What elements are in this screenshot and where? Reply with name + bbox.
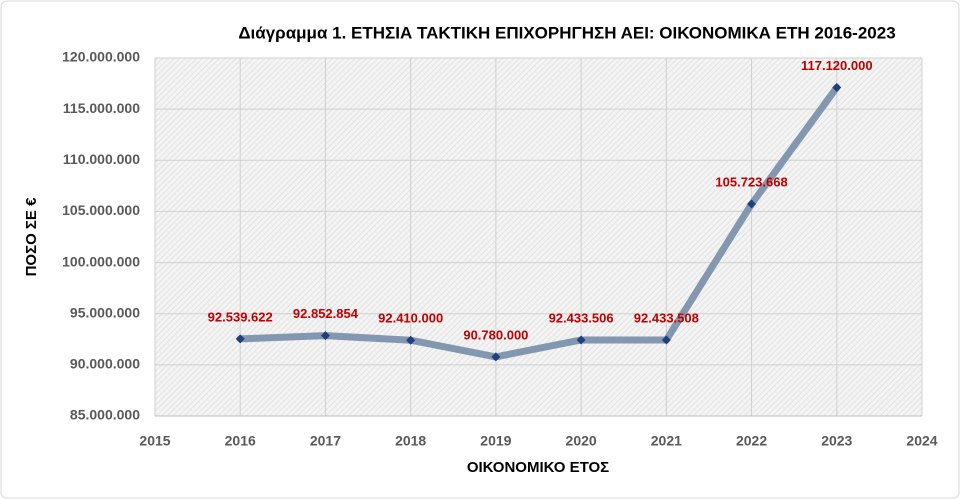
data-point	[320, 331, 330, 341]
data-point	[491, 352, 501, 362]
data-label: 90.780.000	[463, 327, 528, 342]
data-point	[747, 199, 757, 209]
data-point	[406, 335, 416, 345]
data-point	[576, 335, 586, 345]
plot-area	[155, 58, 922, 416]
y-tick-label: 95.000.000	[70, 304, 140, 320]
data-label: 92.433.506	[549, 310, 614, 325]
chart-title: Διάγραμμα 1. ΕΤΗΣΙΑ ΤΑΚΤΙΚΗ ΕΠΙΧΟΡΗΓΗΣΗ …	[238, 23, 895, 42]
y-tick-label: 85.000.000	[70, 407, 140, 423]
x-tick-label: 2018	[395, 433, 426, 449]
data-label: 105.723.668	[715, 174, 787, 189]
y-tick-label: 110.000.000	[63, 151, 140, 167]
x-tick-label: 2017	[310, 433, 341, 449]
y-tick-label: 105.000.000	[62, 202, 140, 218]
x-tick-label: 2021	[651, 433, 682, 449]
data-label: 92.410.000	[378, 311, 443, 326]
y-tick-label: 120.000.000	[62, 49, 140, 65]
data-label: 92.433.508	[634, 310, 699, 325]
y-tick-label: 115.000.000	[63, 100, 140, 116]
data-label: 117.120.000	[801, 58, 873, 73]
data-label: 92.539.622	[208, 309, 273, 324]
data-point	[235, 334, 245, 344]
y-axis-label: ΠΟΣΟ ΣΕ €	[23, 197, 40, 277]
data-label: 92.852.854	[293, 306, 359, 321]
y-tick-label: 100.000.000	[62, 253, 140, 269]
y-tick-label: 90.000.000	[70, 356, 140, 372]
x-tick-label: 2020	[566, 433, 597, 449]
x-tick-label: 2015	[139, 433, 170, 449]
x-tick-label: 2022	[736, 433, 767, 449]
x-tick-label: 2024	[906, 433, 937, 449]
x-tick-label: 2019	[480, 433, 511, 449]
data-line	[236, 83, 841, 361]
data-point	[661, 335, 671, 345]
x-tick-label: 2016	[225, 433, 256, 449]
x-tick-label: 2023	[821, 433, 852, 449]
x-axis-label: ΟΙΚΟΝΟΜΙΚΟ ΕΤΟΣ	[467, 459, 609, 476]
data-point	[832, 82, 842, 92]
